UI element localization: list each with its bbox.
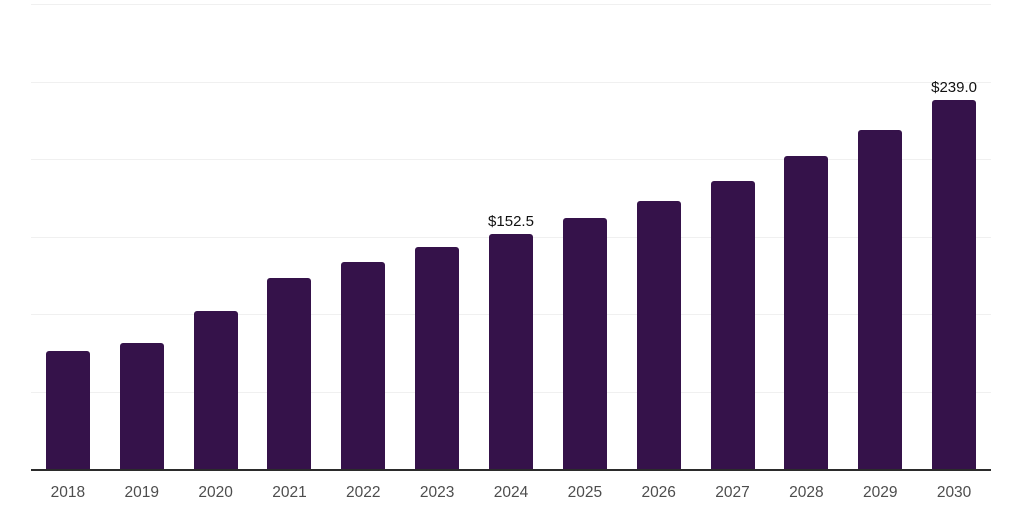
x-tick-label-2023: 2023 xyxy=(419,484,455,501)
bar-2021 xyxy=(267,277,312,470)
x-tick-label-2026: 2026 xyxy=(641,484,676,501)
bar-2024 xyxy=(489,233,533,470)
data-label-2024: $152.5 xyxy=(488,212,534,230)
bar-2028 xyxy=(784,156,829,470)
x-tick-label-2021: 2021 xyxy=(272,484,307,501)
x-axis-line xyxy=(31,469,991,471)
x-tick-label-2027: 2027 xyxy=(715,484,750,501)
gridline-250 xyxy=(31,81,991,83)
bar-2020 xyxy=(193,310,238,470)
x-tick-label-2022: 2022 xyxy=(346,484,381,501)
bar-2019 xyxy=(119,342,164,470)
x-tick-label-2020: 2020 xyxy=(198,484,233,501)
x-tick-label-2024: 2024 xyxy=(493,484,529,501)
bar-2029 xyxy=(858,130,903,470)
bar-2018 xyxy=(45,350,90,470)
x-tick-label-2019: 2019 xyxy=(124,484,160,501)
bar-2023 xyxy=(415,246,460,470)
x-tick-label-2018: 2018 xyxy=(50,484,86,501)
x-tick-label-2030: 2030 xyxy=(936,484,972,501)
gridline-200 xyxy=(31,159,991,160)
data-label-2030: $239.0 xyxy=(931,78,978,96)
plot-area: $152.5 $239.0 xyxy=(31,4,991,470)
bar-2027 xyxy=(710,181,755,470)
bar-2026 xyxy=(636,201,681,470)
x-tick-label-2028: 2028 xyxy=(789,484,824,501)
x-tick-label-2029: 2029 xyxy=(862,484,898,501)
bar-2022 xyxy=(341,261,386,470)
x-axis: 2018 2019 2020 2021 2022 2023 2024 2025 2026 2027… xyxy=(31,484,991,504)
x-tick-label-2025: 2025 xyxy=(567,484,603,501)
bar-2030 xyxy=(932,99,977,470)
bar-2025 xyxy=(562,217,607,470)
gridline-300 xyxy=(31,4,991,5)
